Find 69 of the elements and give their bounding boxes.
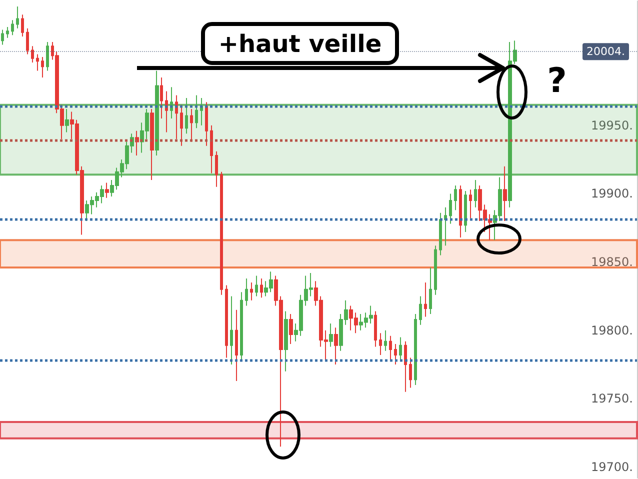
candlestick [16,6,19,29]
candlestick [235,309,238,382]
candlestick [474,180,477,208]
candlestick [459,185,462,238]
candlestick [155,70,159,156]
candlestick [429,267,432,314]
candlestick [334,327,338,366]
candlestick [105,182,109,198]
candlestick [260,278,263,298]
candlestick [488,214,492,241]
candlestick [230,296,233,366]
annotation: +haut veille [218,30,382,58]
candlestick [454,185,457,211]
annotation: ? [547,61,567,101]
candlestick [439,212,442,256]
candlestick [175,94,178,140]
candlestick [6,26,9,38]
candlestick [160,77,163,120]
candlestick [180,104,183,146]
candlestick [245,278,248,306]
candlestick [195,94,198,129]
candlestick [394,344,397,366]
candlestick [65,108,69,133]
y-tick-label: 19950. [591,118,633,132]
candlestick [424,282,427,318]
candlestick [31,46,34,64]
candlestick [503,166,507,222]
candlestick [240,292,243,361]
candlestick [1,29,4,46]
candlestick [464,190,467,232]
candlestick [26,28,29,55]
candlestick [329,323,333,348]
candlestick [419,296,422,326]
candlestick [409,357,412,388]
candlestick [404,340,407,392]
candlestick [150,108,154,181]
candlestick [215,150,218,188]
candlestick [190,108,193,142]
candlestick [21,14,24,38]
candlestick [205,102,208,146]
candlestick [399,336,402,361]
candlestick [225,284,228,358]
candlestick [414,313,417,386]
candlestick [379,332,382,356]
candlestick [220,171,223,296]
y-tick-label: 19850. [591,255,633,270]
candlestick [46,42,49,72]
candlestick [389,335,392,361]
candlestick [434,245,437,296]
y-tick-label: 19700. [591,460,633,474]
ref-line-label: 20004. [586,45,625,58]
candlestick [11,20,14,36]
candlestick [469,189,472,219]
candlestick [449,193,452,224]
y-tick-label: 19800. [591,323,633,338]
y-tick-label: 19900. [591,186,633,201]
y-tick-label: 19750. [591,392,633,406]
candlestick [284,310,288,372]
candlestick [384,330,387,352]
candlestick [41,56,44,78]
candlestick [444,206,447,246]
candlestick [250,282,253,301]
candlestick [374,310,377,348]
candlestick [210,124,213,174]
candlestick [289,313,293,345]
candlestick [165,90,168,133]
candlestick [255,275,258,297]
candlestick [36,54,39,72]
candlestick [185,98,188,134]
